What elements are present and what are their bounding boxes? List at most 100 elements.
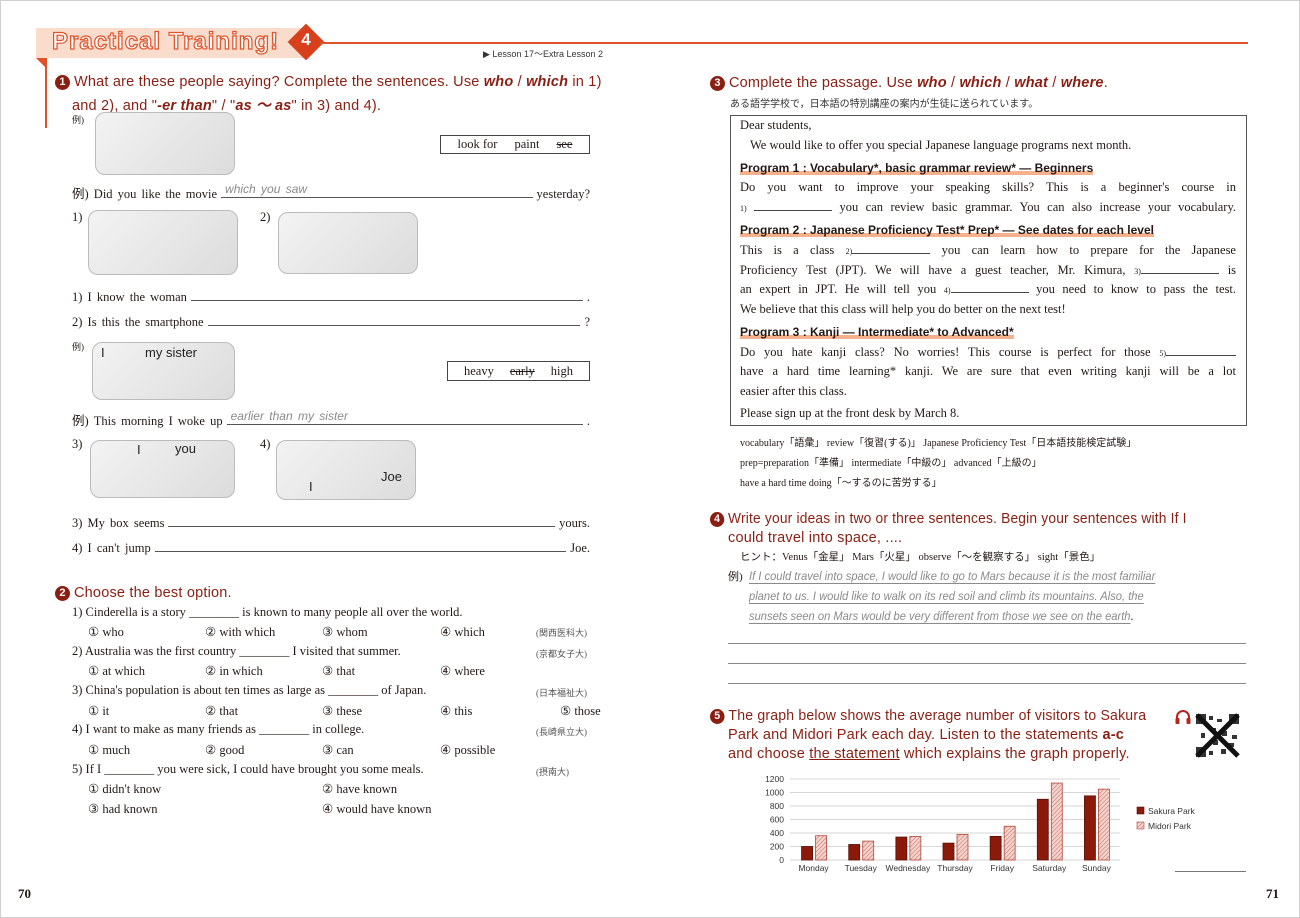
text: what [1014,75,1049,91]
illustration-smartphone [278,212,418,274]
writing-line[interactable] [728,643,1246,644]
answer-line[interactable] [1175,871,1246,872]
answer-option[interactable]: ① much [88,743,131,757]
text: which [959,75,1002,91]
y-tick-label: 400 [770,828,784,838]
answer-option[interactable]: ① who [88,625,124,639]
text: 例) This morning I woke up [72,414,223,428]
blank-input-4[interactable] [950,283,1029,293]
label: Joe [381,469,402,484]
text: 1) I know the woman [72,290,187,304]
answer-option[interactable]: ④ this [440,704,473,718]
program-1-title: Program 1 : Vocabulary*, basic grammar r… [740,161,1094,175]
qr-code-icon[interactable] [1195,713,1240,758]
header-rule [320,42,1248,44]
x-tick-label: Sunday [1082,863,1112,873]
answer-option[interactable]: ③ that [322,664,356,678]
sentence-3: 3) My box seems yours. [72,513,590,531]
blank-input-3[interactable] [1140,264,1219,274]
text: / [513,74,527,90]
answer-input[interactable] [168,513,556,527]
answer-option[interactable]: ① didn't know [88,782,162,796]
blank-input-1[interactable] [754,201,833,211]
x-tick-label: Thursday [937,863,973,873]
bar-sakura-park [848,844,861,861]
text: Proficiency Test (JPT). We will have a g… [740,263,1126,277]
headphones-icon[interactable] [1174,709,1192,725]
blank-number: 1) [740,204,747,213]
answer-option[interactable]: ⑤ those [560,704,601,718]
bar-midori-park [909,835,922,861]
answer-input[interactable] [154,538,567,552]
answer-option[interactable]: ① at which [88,664,146,678]
text: and 2), and " [72,98,158,114]
text: Do you hate kanji class? No worries! Thi… [740,345,1151,359]
page-number-right: 71 [1266,886,1279,901]
passage-line: This is a class 2) you can learn how to … [740,243,1236,258]
question-source: (京都女子大) [536,649,587,659]
bar-midori-park [1098,788,1110,861]
lesson-range: ▶ Lesson 17～Extra Lesson 2 [483,49,603,59]
pic-label: 2) [260,210,271,224]
answer-option[interactable]: ① it [88,704,110,718]
answer-option[interactable]: ④ which [440,625,485,639]
passage-opening: We would like to offer you special Japan… [750,138,1132,152]
x-tick-label: Monday [798,863,829,873]
answer-option[interactable]: ③ whom [322,625,368,639]
text: 2) Is this the smartphone [72,315,204,329]
passage-line: an expert in JPT. He will tell you 4) yo… [740,282,1236,297]
answer-option[interactable]: ② that [205,704,239,718]
bar-sakura-park [989,835,1002,861]
answer-option[interactable]: ④ where [440,664,485,678]
q5-heading-line2: Park and Midori Park each day. Listen to… [728,727,1124,743]
q2-question: 1) Cinderella is a story ________ is kno… [72,605,463,619]
passage-line: 1) you can review basic grammar. You can… [740,200,1236,215]
answer-option[interactable]: ③ can [322,743,354,757]
blank-input-2[interactable] [852,244,931,254]
y-tick-label: 0 [779,855,784,865]
answer-option[interactable]: ③ had known [88,802,158,816]
answer-input[interactable] [190,287,583,301]
example-label: 例) [72,342,84,352]
q5-number-icon: 5 [710,709,725,724]
bar-midori-park [862,840,875,861]
bar-sakura-park [942,842,955,861]
bar-midori-park [1050,782,1063,861]
text: who [483,74,514,90]
answer-option[interactable]: ② have known [322,782,398,796]
writing-line[interactable] [728,683,1246,684]
passage-line: Proficiency Test (JPT). We will have a g… [740,263,1236,278]
writing-line[interactable] [728,663,1246,664]
text: Joe. [570,541,590,555]
blank-input-5[interactable] [1166,346,1236,356]
bar-midori-park [956,833,969,861]
glossary-line: have a hard time doing「～するのに苦労する」 [740,478,942,489]
illustration-movie [95,112,235,175]
answer-option[interactable]: ② in which [205,664,263,678]
q2-number-icon: 2 [55,586,70,601]
answer-option[interactable]: ② good [205,743,245,757]
y-tick-label: 600 [770,815,784,825]
q4-hint: ヒント：Venus「金星」 Mars「火星」 observe「～を観察する」 s… [740,552,1101,563]
answer-option[interactable]: ② with which [205,625,276,639]
bar-midori-park [815,835,827,861]
legend-label: Sakura Park [1148,806,1196,816]
passage-greeting: Dear students, [740,118,812,132]
answer-option[interactable]: ④ would have known [322,802,432,816]
text: you can learn how to prepare for the Jap… [941,243,1236,257]
answer-input[interactable] [207,312,581,326]
label: I [101,345,105,360]
answer-option[interactable]: ③ these [322,704,363,718]
sentence-1: 1) I know the woman. [72,287,590,305]
q1-heading-line2: and 2), and "-er than" / "as ～ as" in 3)… [72,94,381,115]
passage-box [730,115,1247,426]
x-tick-label: Friday [990,863,1014,873]
text: . [586,414,590,428]
blank-number: 5) [1159,349,1166,358]
glossary-line: prep=preparation「準備」 intermediate「中級の」 a… [740,458,1042,469]
pic-label: 3) [72,437,83,451]
answer-option[interactable]: ④ possible [440,743,496,757]
bar-midori-park [1003,825,1016,861]
illustration-painting [88,210,238,275]
blank-number: 3) [1134,267,1141,276]
